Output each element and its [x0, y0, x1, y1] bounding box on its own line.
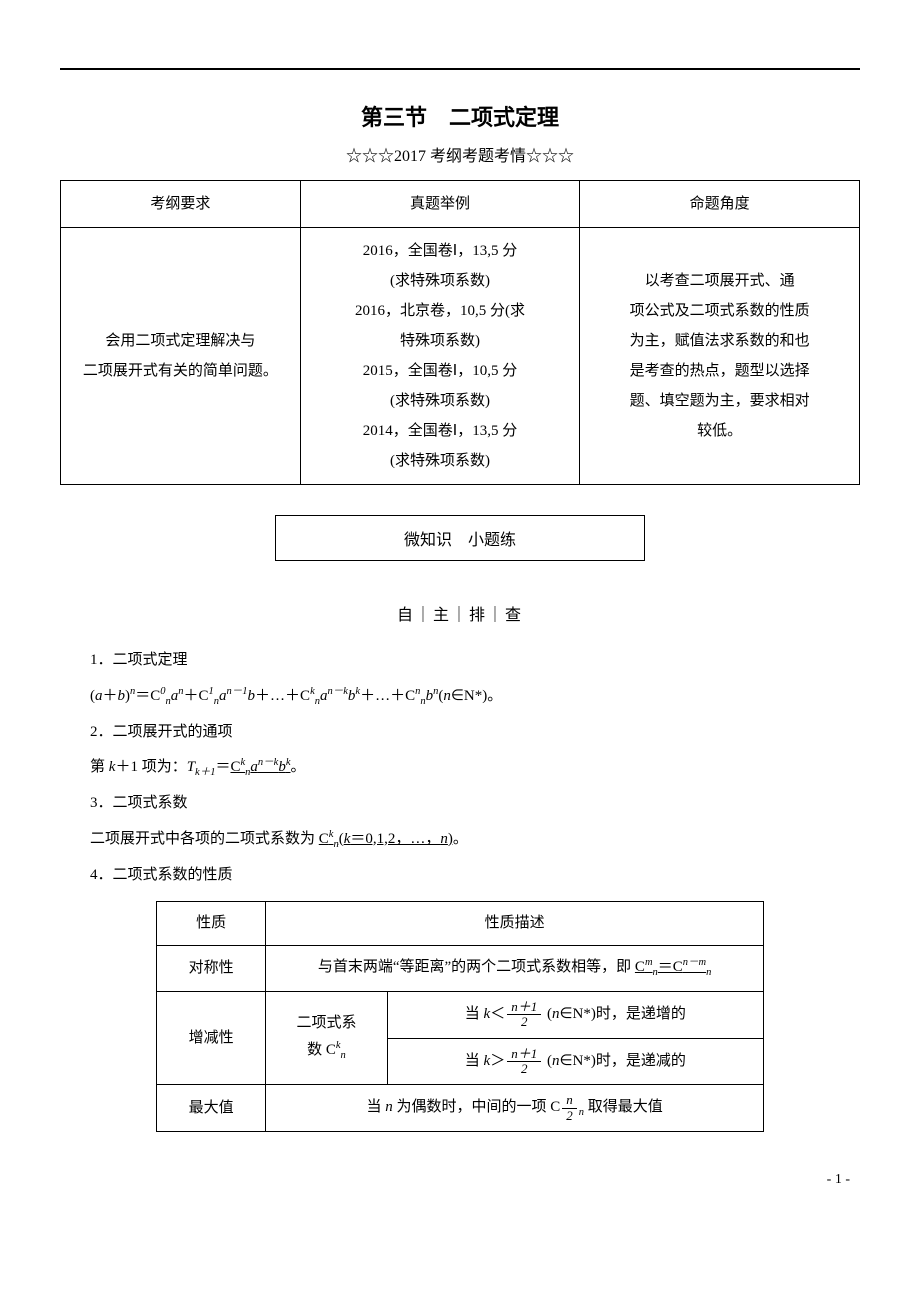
- table-row: 性质 性质描述: [157, 902, 764, 946]
- prop-mono: 增减性: [157, 992, 266, 1085]
- point-2-body: 第 k＋1 项为：Tk＋1＝Cknan－kbk。: [60, 752, 860, 784]
- table-row: 对称性 与首末两端“等距离”的两个二项式系数相等，即 Cmn＝Cn－mn: [157, 946, 764, 992]
- prop-mono-mid: 二项式系数 Ckn: [266, 992, 387, 1085]
- prop-sym: 对称性: [157, 946, 266, 992]
- point-1-body: (a＋b)n＝C0nan＋C1nan－1b＋…＋Cknan－kbk＋…＋Cnnb…: [60, 681, 860, 713]
- prop-h1: 性质: [157, 902, 266, 946]
- prop-h2: 性质描述: [266, 902, 764, 946]
- subhead: 自｜主｜排｜查: [60, 601, 860, 625]
- table-row: 增减性 二项式系数 Ckn 当 k＜n＋12 (n∈N*)时，是递增的: [157, 992, 764, 1039]
- content-block: 1．二项式定理 (a＋b)n＝C0nan＋C1nan－1b＋…＋Cknan－kb…: [60, 645, 860, 891]
- header-angle: 命题角度: [580, 181, 860, 228]
- prop-max-desc: 当 n 为偶数时，中间的一项 Cn2n 取得最大值: [266, 1085, 764, 1132]
- prop-sym-desc: 与首末两端“等距离”的两个二项式系数相等，即 Cmn＝Cn－mn: [266, 946, 764, 992]
- point-4-title: 4．二项式系数的性质: [60, 860, 860, 892]
- property-table: 性质 性质描述 对称性 与首末两端“等距离”的两个二项式系数相等，即 Cmn＝C…: [156, 901, 764, 1132]
- exam-table: 考纲要求 真题举例 命题角度 会用二项式定理解决与二项展开式有关的简单问题。 2…: [60, 180, 860, 485]
- page-body: 第三节 二项式定理 ☆☆☆2017 考纲考题考情☆☆☆ 考纲要求 真题举例 命题…: [0, 70, 920, 1152]
- cell-examples: 2016，全国卷Ⅰ，13,5 分(求特殊项系数) 2016，北京卷，10,5 分…: [300, 228, 580, 485]
- table-row: 最大值 当 n 为偶数时，中间的一项 Cn2n 取得最大值: [157, 1085, 764, 1132]
- point-2-title: 2．二项展开式的通项: [60, 717, 860, 749]
- cell-req: 会用二项式定理解决与二项展开式有关的简单问题。: [61, 228, 301, 485]
- cell-angle: 以考查二项展开式、通项公式及二项式系数的性质为主，赋值法求系数的和也是考查的热点…: [580, 228, 860, 485]
- micro-box: 微知识 小题练: [275, 515, 645, 561]
- top-rule: [60, 0, 860, 70]
- stars-line: ☆☆☆2017 考纲考题考情☆☆☆: [60, 142, 860, 166]
- prop-max: 最大值: [157, 1085, 266, 1132]
- header-req: 考纲要求: [61, 181, 301, 228]
- table-row: 考纲要求 真题举例 命题角度: [61, 181, 860, 228]
- point-1-title: 1．二项式定理: [60, 645, 860, 677]
- table-row: 会用二项式定理解决与二项展开式有关的简单问题。 2016，全国卷Ⅰ，13,5 分…: [61, 228, 860, 485]
- prop-mono-inc: 当 k＜n＋12 (n∈N*)时，是递增的: [387, 992, 763, 1039]
- section-title: 第三节 二项式定理: [60, 100, 860, 132]
- prop-mono-dec: 当 k＞n＋12 (n∈N*)时，是递减的: [387, 1038, 763, 1085]
- point-3-title: 3．二项式系数: [60, 788, 860, 820]
- page-number: - 1 -: [0, 1172, 920, 1188]
- header-examples: 真题举例: [300, 181, 580, 228]
- point-3-body: 二项展开式中各项的二项式系数为 Ckn(k＝0,1,2，…，n)。: [60, 824, 860, 856]
